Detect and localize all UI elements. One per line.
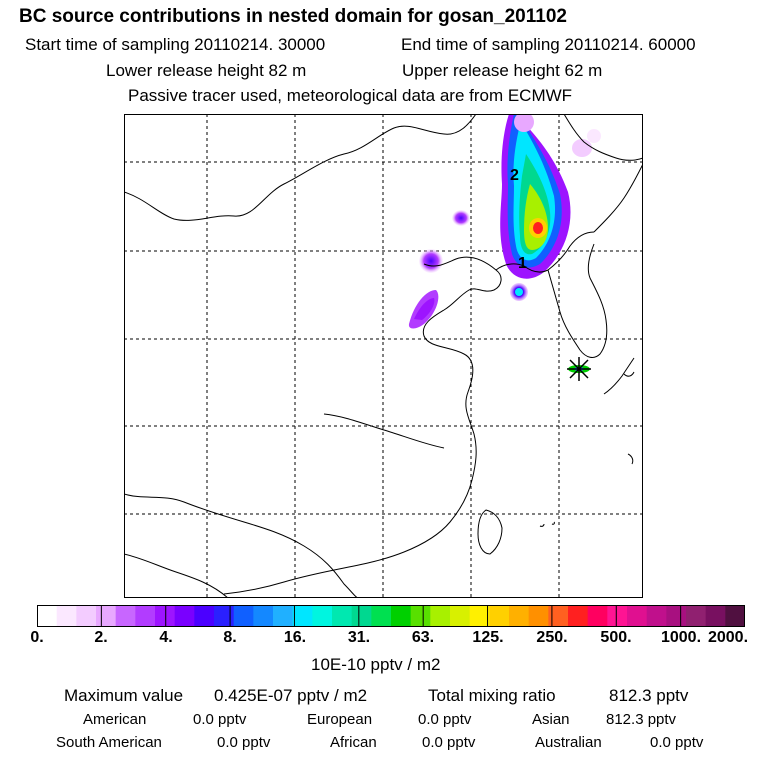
colorbar-cell bbox=[312, 605, 333, 627]
colorbar-tick-label: 16. bbox=[283, 629, 307, 646]
tracer-note: Passive tracer used, meteorological data… bbox=[128, 86, 573, 105]
colorbar-cell bbox=[489, 605, 510, 627]
region-name-south-american: South American bbox=[56, 734, 162, 751]
colorbar-cell bbox=[174, 605, 195, 627]
total-mixing-value: 812.3 pptv bbox=[609, 686, 689, 705]
map-panel: 2 1 bbox=[123, 112, 644, 599]
colorbar-cell bbox=[214, 605, 235, 627]
colorbar-cell bbox=[292, 605, 313, 627]
colorbar-units: 10E-10 pptv / m2 bbox=[311, 655, 441, 674]
map-gridlines bbox=[124, 114, 643, 598]
colorbar-cell bbox=[705, 605, 726, 627]
colorbar-tick-label: 1000. bbox=[660, 629, 702, 646]
colorbar-cell bbox=[410, 605, 431, 627]
colorbar-cells bbox=[37, 605, 745, 627]
region-name-american: American bbox=[83, 711, 147, 728]
colorbar-cell bbox=[273, 605, 294, 627]
start-time-label: Start time of sampling 20110214. 30000 bbox=[25, 35, 326, 54]
map-canvas: 2 1 bbox=[123, 112, 644, 599]
colorbar-cell bbox=[194, 605, 215, 627]
colorbar-tick-label: 250. bbox=[536, 629, 568, 646]
region-value-asian: 812.3 pptv bbox=[606, 711, 677, 728]
colorbar-cell bbox=[332, 605, 353, 627]
colorbar-tick-label: 2000. bbox=[707, 629, 749, 646]
colorbar-cell bbox=[233, 605, 254, 627]
region-name-australian: Australian bbox=[535, 734, 602, 751]
region-name-european: European bbox=[307, 711, 373, 728]
colorbar-tick-label: 125. bbox=[472, 629, 504, 646]
colorbar-cell bbox=[96, 605, 117, 627]
lower-release-label: Lower release height 82 m bbox=[106, 61, 307, 80]
region-value-american: 0.0 pptv bbox=[193, 711, 247, 728]
colorbar-cell bbox=[56, 605, 77, 627]
star-marker-icon bbox=[567, 357, 591, 381]
colorbar-cell bbox=[686, 605, 707, 627]
colorbar-frame bbox=[37, 605, 745, 627]
colorbar-tick-label: 63. bbox=[411, 629, 435, 646]
colorbar-tick-label: 0. bbox=[30, 629, 44, 646]
marker-label-1: 1 bbox=[518, 255, 527, 272]
max-value: 0.425E-07 pptv / m2 bbox=[214, 686, 368, 705]
colorbar-cell bbox=[568, 605, 589, 627]
region-value-south-american: 0.0 pptv bbox=[217, 734, 271, 751]
colorbar-cell bbox=[391, 605, 412, 627]
colorbar-cell bbox=[725, 605, 745, 627]
colorbar-tick-label: 500. bbox=[600, 629, 632, 646]
colorbar-cell bbox=[469, 605, 490, 627]
region-value-african: 0.0 pptv bbox=[422, 734, 476, 751]
end-time-label: End time of sampling 20110214. 60000 bbox=[401, 35, 696, 54]
colorbar-cell bbox=[253, 605, 274, 627]
colorbar-cell bbox=[371, 605, 392, 627]
colorbar-cell bbox=[37, 605, 58, 627]
colorbar-cell bbox=[115, 605, 136, 627]
plume-contours bbox=[408, 112, 601, 329]
marker-label-2: 2 bbox=[510, 167, 519, 184]
colorbar-cell bbox=[548, 605, 569, 627]
colorbar-cell bbox=[587, 605, 608, 627]
region-value-australian: 0.0 pptv bbox=[650, 734, 704, 751]
total-mixing-label: Total mixing ratio bbox=[428, 686, 556, 705]
colorbar-tick-label: 31. bbox=[347, 629, 371, 646]
colorbar-cell bbox=[646, 605, 667, 627]
colorbar bbox=[37, 605, 745, 627]
max-value-label: Maximum value bbox=[64, 686, 184, 705]
colorbar-cell bbox=[607, 605, 628, 627]
colorbar-tick-label: 4. bbox=[159, 629, 173, 646]
region-name-asian: Asian bbox=[532, 711, 570, 728]
colorbar-cell bbox=[666, 605, 687, 627]
colorbar-cell bbox=[627, 605, 648, 627]
coastlines bbox=[123, 113, 644, 599]
colorbar-cell bbox=[76, 605, 97, 627]
colorbar-cell bbox=[450, 605, 471, 627]
trajectory-markers: 2 1 bbox=[510, 167, 527, 272]
colorbar-tick-label: 8. bbox=[223, 629, 237, 646]
colorbar-cell bbox=[528, 605, 549, 627]
page-title: BC source contributions in nested domain… bbox=[19, 6, 567, 27]
colorbar-tick-label: 2. bbox=[94, 629, 108, 646]
colorbar-cell bbox=[155, 605, 176, 627]
region-value-european: 0.0 pptv bbox=[418, 711, 472, 728]
colorbar-cell bbox=[351, 605, 372, 627]
colorbar-cell bbox=[509, 605, 530, 627]
map-frame bbox=[124, 114, 643, 598]
colorbar-cell bbox=[135, 605, 156, 627]
region-name-african: African bbox=[330, 734, 377, 751]
upper-release-label: Upper release height 62 m bbox=[402, 61, 603, 80]
colorbar-cell bbox=[430, 605, 451, 627]
